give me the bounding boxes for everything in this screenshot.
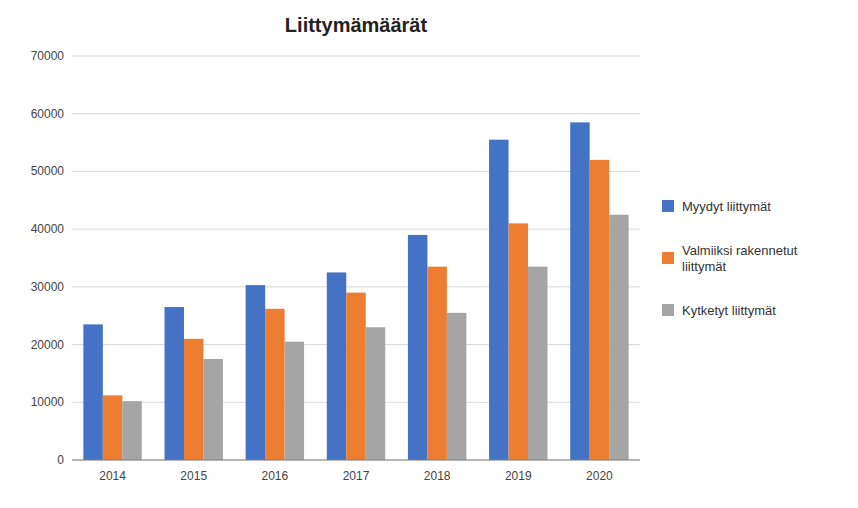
x-tick-label: 2020: [586, 469, 613, 483]
bar: [203, 359, 222, 460]
y-tick-label: 70000: [31, 49, 65, 63]
bar: [408, 235, 427, 460]
x-tick-label: 2019: [505, 469, 532, 483]
bar: [83, 324, 102, 460]
x-axis-line: [72, 460, 640, 461]
bar: [489, 140, 508, 460]
legend-swatch: [662, 200, 674, 212]
x-tick-label: 2018: [424, 469, 451, 483]
chart-container: Liittymämäärät 0 10000 20000 30000 40000 50000…: [0, 0, 858, 508]
y-axis: 0 10000 20000 30000 40000 50000 60000 70000: [31, 49, 640, 467]
bar: [427, 267, 446, 460]
y-tick-label: 40000: [31, 222, 65, 236]
y-tick-label: 60000: [31, 107, 65, 121]
legend-label: Myydyt liittymät: [682, 199, 771, 214]
y-tick-label: 30000: [31, 280, 65, 294]
legend-label-line: liittymät: [682, 259, 726, 274]
legend-label-line: Myydyt liittymät: [682, 199, 771, 214]
legend-label: Valmiiksi rakennetutliittymät: [682, 243, 798, 274]
grid-line: [72, 460, 640, 461]
y-tick-label: 20000: [31, 338, 65, 352]
bar: [165, 307, 184, 460]
grid-line: [72, 286, 640, 287]
legend-label-line: Valmiiksi rakennetut: [682, 243, 798, 258]
bar: [246, 285, 265, 460]
y-tick-label: 50000: [31, 164, 65, 178]
bar: [103, 395, 122, 460]
grid-line: [72, 171, 640, 172]
chart-svg: Liittymämäärät 0 10000 20000 30000 40000 50000…: [0, 0, 858, 508]
bar: [570, 122, 589, 460]
bar: [346, 293, 365, 460]
y-tick-label: 0: [57, 453, 64, 467]
legend: Myydyt liittymät Valmiiksi rakennetutliit…: [662, 199, 798, 318]
bar: [122, 401, 141, 460]
bar: [509, 223, 528, 460]
bar: [609, 215, 628, 460]
bar: [528, 267, 547, 460]
x-tick-label: 2015: [180, 469, 207, 483]
legend-label: Kytketyt liittymät: [682, 303, 776, 318]
chart-title: Liittymämäärät: [285, 14, 428, 36]
y-tick-label: 10000: [31, 395, 65, 409]
x-tick-label: 2016: [262, 469, 289, 483]
bar: [590, 160, 609, 460]
bar: [285, 342, 304, 460]
bar: [265, 309, 284, 460]
legend-swatch: [662, 252, 674, 264]
bar: [327, 272, 346, 460]
legend-label-line: Kytketyt liittymät: [682, 303, 776, 318]
grid-line: [72, 229, 640, 230]
x-tick-label: 2014: [99, 469, 126, 483]
x-tick-label: 2017: [343, 469, 370, 483]
legend-swatch: [662, 304, 674, 316]
bars: [83, 122, 628, 460]
bar: [447, 313, 466, 460]
bar: [366, 327, 385, 460]
x-axis: 2014 2015 2016 2017 2018 2019 2020: [99, 469, 613, 483]
grid-line: [72, 56, 640, 57]
grid-line: [72, 113, 640, 114]
bar: [184, 339, 203, 460]
